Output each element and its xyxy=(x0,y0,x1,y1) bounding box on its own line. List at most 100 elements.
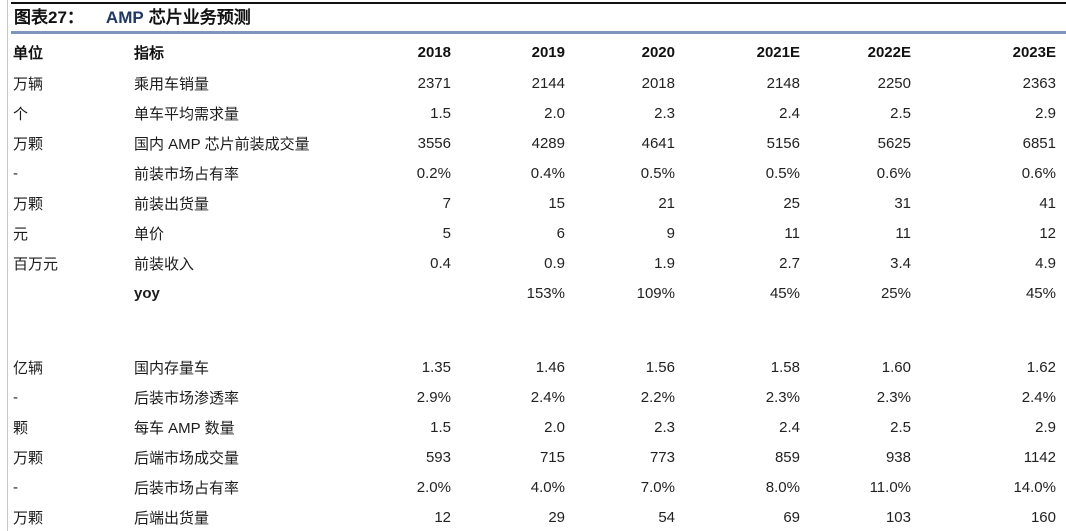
value-cell: 2148 xyxy=(766,74,800,92)
table-row: 万颗 国内 AMP 芯片前装成交量 3556 4289 4641 5156 5625 6851 xyxy=(11,128,1058,158)
table-row: 亿辆 国内存量车 1.35 1.46 1.56 1.58 1.60 1.62 xyxy=(11,352,1058,382)
table-row: - 后装市场占有率 2.0% 4.0% 7.0% 8.0% 11.0% 14.0% xyxy=(11,472,1058,502)
value-cell xyxy=(332,278,453,308)
value-cell: 2.9 xyxy=(1035,104,1056,122)
value-cell: 7 xyxy=(442,194,451,212)
value-cell: 160 xyxy=(1030,508,1056,526)
value-cell: 0.5% xyxy=(765,164,800,182)
value-cell: 31 xyxy=(894,194,911,212)
value-cell: 4289 xyxy=(531,134,565,152)
indicator-cell: 单车平均需求量 xyxy=(134,105,240,123)
value-cell: 54 xyxy=(658,508,675,526)
value-cell: 103 xyxy=(885,508,911,526)
value-cell: 1.58 xyxy=(770,358,800,376)
value-cell: 15 xyxy=(548,194,565,212)
header-2018: 2018 xyxy=(417,43,451,61)
table-row: 颗 每车 AMP 数量 1.5 2.0 2.3 2.4 2.5 2.9 xyxy=(11,412,1058,442)
table-row: - 前装市场占有率 0.2% 0.4% 0.5% 0.5% 0.6% 0.6% xyxy=(11,158,1058,188)
table-body: 万辆 乘用车销量 2371 2144 2018 2148 2250 2363 个 单车平均需求量 1… xyxy=(11,68,1058,531)
indicator-cell: 国内存量车 xyxy=(134,359,210,377)
value-cell: 2.9% xyxy=(416,388,451,406)
value-cell: 12 xyxy=(434,508,451,526)
value-cell: 2.2% xyxy=(640,388,675,406)
table-row: 个 单车平均需求量 1.5 2.0 2.3 2.4 2.5 2.9 xyxy=(11,98,1058,128)
header-indicator: 指标 xyxy=(134,44,165,62)
figure-title-bar: 图表27： AMP 芯片业务预测 xyxy=(11,2,1066,34)
unit-cell: 万颗 xyxy=(13,509,44,527)
value-cell: 2.3 xyxy=(654,104,675,122)
table-row: 万颗 前装出货量 7 15 21 25 31 41 xyxy=(11,188,1058,218)
indicator-cell: 单价 xyxy=(134,225,165,243)
unit-cell: 万辆 xyxy=(13,75,44,93)
table-row: 元 单价 5 6 9 11 11 12 xyxy=(11,218,1058,248)
value-cell: 4641 xyxy=(641,134,675,152)
table-header-row: 单位 指标 2018 2019 2020 2021E 2022E 2023E xyxy=(11,36,1058,68)
table-row: 万颗 后端出货量 12 29 54 69 103 160 xyxy=(11,502,1058,531)
value-cell: 2.7 xyxy=(779,254,800,272)
unit-cell: 万颗 xyxy=(13,195,44,213)
indicator-cell: 前装市场占有率 xyxy=(134,165,240,183)
value-cell: 12 xyxy=(1039,224,1056,242)
value-cell: 0.2% xyxy=(416,164,451,182)
indicator-cell: 前装收入 xyxy=(134,255,195,273)
value-cell: 2.4 xyxy=(779,418,800,436)
header-2022e: 2022E xyxy=(867,43,911,61)
indicator-cell: 乘用车销量 xyxy=(134,75,210,93)
unit-cell: 百万元 xyxy=(13,255,59,273)
value-cell: 2.0 xyxy=(544,418,565,436)
value-cell: 25% xyxy=(880,284,911,302)
value-cell: 6 xyxy=(556,224,565,242)
value-cell: 21 xyxy=(658,194,675,212)
unit-cell: 个 xyxy=(13,105,29,123)
header-2023e: 2023E xyxy=(1012,43,1056,61)
value-cell: 1.9 xyxy=(654,254,675,272)
indicator-cell: yoy xyxy=(134,284,160,302)
value-cell: 25 xyxy=(783,194,800,212)
value-cell: 773 xyxy=(649,448,675,466)
figure-content: 图表27： AMP 芯片业务预测 单位 指标 2018 2019 2020 xyxy=(11,2,1066,531)
value-cell: 153% xyxy=(526,284,565,302)
indicator-cell: 后端出货量 xyxy=(134,509,210,527)
indicator-cell: 每车 AMP 数量 xyxy=(134,419,235,437)
value-cell: 2.3% xyxy=(876,388,911,406)
value-cell: 4.9 xyxy=(1035,254,1056,272)
header-2019: 2019 xyxy=(531,43,565,61)
value-cell: 859 xyxy=(774,448,800,466)
value-cell: 109% xyxy=(636,284,675,302)
value-cell: 2371 xyxy=(417,74,451,92)
value-cell: 0.4% xyxy=(530,164,565,182)
value-cell: 593 xyxy=(425,448,451,466)
unit-cell xyxy=(11,278,132,308)
value-cell: 5625 xyxy=(877,134,911,152)
value-cell: 0.6% xyxy=(876,164,911,182)
value-cell: 11 xyxy=(784,224,800,242)
value-cell: 2144 xyxy=(531,74,565,92)
value-cell: 715 xyxy=(539,448,565,466)
value-cell: 2.3 xyxy=(654,418,675,436)
table-row: - 后装市场渗透率 2.9% 2.4% 2.2% 2.3% 2.3% 2.4% xyxy=(11,382,1058,412)
value-cell: 1.5 xyxy=(430,104,451,122)
value-cell: 1.46 xyxy=(535,358,565,376)
value-cell: 1.5 xyxy=(430,418,451,436)
value-cell: 9 xyxy=(666,224,675,242)
value-cell: 2.5 xyxy=(890,418,911,436)
value-cell: 7.0% xyxy=(640,478,675,496)
indicator-cell: 后装市场渗透率 xyxy=(134,389,240,407)
figure-title-text: 芯片业务预测 xyxy=(148,8,251,27)
value-cell: 1.60 xyxy=(881,358,911,376)
value-cell: 8.0% xyxy=(765,478,800,496)
figure-number-label: 图表27： xyxy=(14,8,84,27)
value-cell: 11.0% xyxy=(869,478,911,496)
value-cell: 1.62 xyxy=(1026,358,1056,376)
value-cell: 1.56 xyxy=(645,358,675,376)
page-edge-line xyxy=(7,0,8,531)
unit-cell: 元 xyxy=(13,225,29,243)
value-cell: 2.4 xyxy=(779,104,800,122)
value-cell: 0.4 xyxy=(430,254,451,272)
value-cell: 5 xyxy=(442,224,451,242)
value-cell: 2.4% xyxy=(530,388,565,406)
value-cell: 0.6% xyxy=(1021,164,1056,182)
value-cell: 938 xyxy=(885,448,911,466)
unit-cell: - xyxy=(13,388,18,406)
table-row: 万颗 后端市场成交量 593 715 773 859 938 1142 xyxy=(11,442,1058,472)
